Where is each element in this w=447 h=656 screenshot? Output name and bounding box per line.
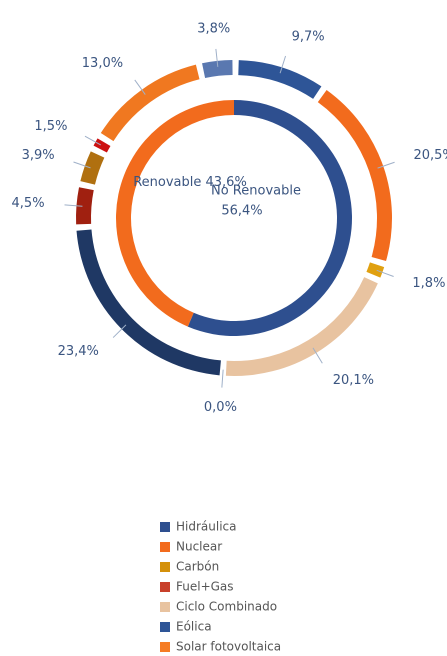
inner-category: Renovable <box>133 175 201 190</box>
legend-text: Solar fotovoltaica <box>176 640 281 654</box>
leader-line <box>377 161 395 169</box>
outer-segment <box>317 89 392 262</box>
legend-swatch <box>160 642 170 652</box>
legend-swatch <box>160 622 170 632</box>
legend-text: Hidráulica <box>176 520 237 534</box>
value-label: 0,0% <box>204 400 237 415</box>
inner-label: Renovable 43,6% <box>133 175 247 190</box>
legend-text: Nuclear <box>176 540 222 554</box>
leader-line <box>312 347 323 364</box>
outer-segment <box>93 138 111 153</box>
inner-segment <box>187 100 352 336</box>
outer-segment <box>76 229 221 376</box>
inner-label: 56,4% <box>221 204 262 219</box>
legend-text: Fuel+Gas <box>176 580 234 594</box>
value-label: 4,5% <box>12 196 45 211</box>
outer-segment <box>80 151 105 185</box>
value-label: 1,8% <box>412 276 445 291</box>
legend-swatch <box>160 582 170 592</box>
legend-swatch <box>160 522 170 532</box>
value-label: 1,5% <box>34 119 67 134</box>
inner-value: 43,6% <box>206 175 247 190</box>
leader-line <box>215 48 219 67</box>
legend-text: Ciclo Combinado <box>176 600 277 614</box>
leader-line <box>84 135 101 146</box>
leader-line <box>221 369 224 388</box>
value-label: 3,8% <box>197 22 230 37</box>
outer-segment <box>100 64 200 142</box>
outer-segment <box>238 60 322 99</box>
legend-text: Eólica <box>176 620 212 634</box>
leader-line <box>134 79 146 95</box>
legend-text: Carbón <box>176 560 219 574</box>
leader-line <box>112 324 127 338</box>
leader-line <box>279 55 287 74</box>
outer-segment <box>202 60 233 78</box>
value-label: 20,5% <box>413 148 447 163</box>
value-label: 13,0% <box>82 56 123 71</box>
value-label: 3,9% <box>22 148 55 163</box>
legend-swatch <box>160 562 170 572</box>
leader-line <box>376 269 394 277</box>
leader-line <box>64 204 83 207</box>
inner-label: No Renovable <box>211 184 301 199</box>
value-label: 23,4% <box>58 344 99 359</box>
value-label: 20,1% <box>333 373 374 388</box>
outer-segment <box>225 277 378 376</box>
legend-swatch <box>160 542 170 552</box>
leader-line <box>73 161 91 169</box>
outer-segment <box>366 262 385 278</box>
legend-swatch <box>160 602 170 612</box>
value-label: 9,7% <box>292 29 325 44</box>
outer-segment <box>76 187 94 225</box>
inner-segment <box>115 100 234 327</box>
